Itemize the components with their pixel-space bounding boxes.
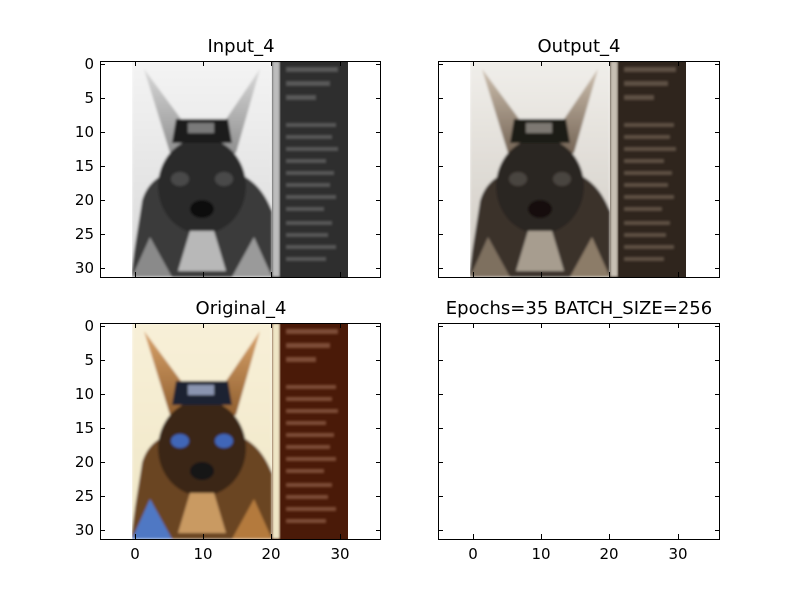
- panel-output: Output_4: [438, 36, 720, 278]
- x-ticks-output: [473, 61, 679, 277]
- y-tick-label: 10: [75, 385, 94, 403]
- y-ticks-input: [100, 64, 381, 269]
- panel-title-original: Original_4: [196, 298, 287, 319]
- y-tick-label: 10: [75, 123, 94, 141]
- x-tick-label: 20: [261, 545, 280, 563]
- axes-frame-output: [438, 61, 720, 278]
- image-output: [470, 61, 686, 277]
- image-original: [132, 323, 348, 539]
- y-tick-label: 25: [75, 487, 94, 505]
- x-tick-label: 30: [668, 545, 687, 563]
- x-tick-labels-original: 0 10 20 30: [130, 545, 349, 563]
- axes-frame-info: [438, 323, 720, 540]
- y-tick-label: 25: [75, 225, 94, 243]
- image-input: [132, 61, 348, 277]
- y-tick-label: 30: [75, 259, 94, 277]
- panel-input: Input_4: [75, 36, 381, 278]
- x-ticks-info: [473, 323, 679, 539]
- axes-frame-original: [100, 323, 381, 540]
- y-ticks-output: [438, 64, 720, 269]
- x-tick-label: 10: [531, 545, 550, 563]
- x-tick-label: 10: [193, 545, 212, 563]
- x-ticks-original: [135, 323, 341, 539]
- y-tick-label: 0: [84, 55, 94, 73]
- y-tick-label: 5: [84, 89, 94, 107]
- panel-info: Epochs=35 BATCH_SIZE=256 0 10 20 30: [438, 298, 720, 563]
- y-tick-label: 15: [75, 157, 94, 175]
- x-tick-label: 0: [130, 545, 140, 563]
- panel-title-output: Output_4: [538, 36, 621, 57]
- panel-original: Original_4: [75, 298, 381, 563]
- y-ticks-info: [438, 326, 720, 531]
- panel-title-info: Epochs=35 BATCH_SIZE=256: [446, 298, 712, 319]
- y-tick-label: 20: [75, 453, 94, 471]
- panel-title-input: Input_4: [207, 36, 274, 57]
- y-tick-label: 15: [75, 419, 94, 437]
- y-tick-label: 30: [75, 521, 94, 539]
- x-tick-label: 30: [330, 545, 349, 563]
- x-tick-labels-info: 0 10 20 30: [468, 545, 687, 563]
- y-tick-labels-original: 0 5 10 15 20 25 30: [75, 317, 94, 539]
- y-ticks-original: [100, 326, 381, 531]
- y-tick-label: 0: [84, 317, 94, 335]
- x-ticks-input: [135, 61, 341, 277]
- x-tick-label: 0: [468, 545, 478, 563]
- y-tick-label: 20: [75, 191, 94, 209]
- y-tick-label: 5: [84, 351, 94, 369]
- x-tick-label: 20: [599, 545, 618, 563]
- y-tick-labels-input: 0 5 10 15 20 25 30: [75, 55, 94, 277]
- axes-frame-input: [100, 61, 381, 278]
